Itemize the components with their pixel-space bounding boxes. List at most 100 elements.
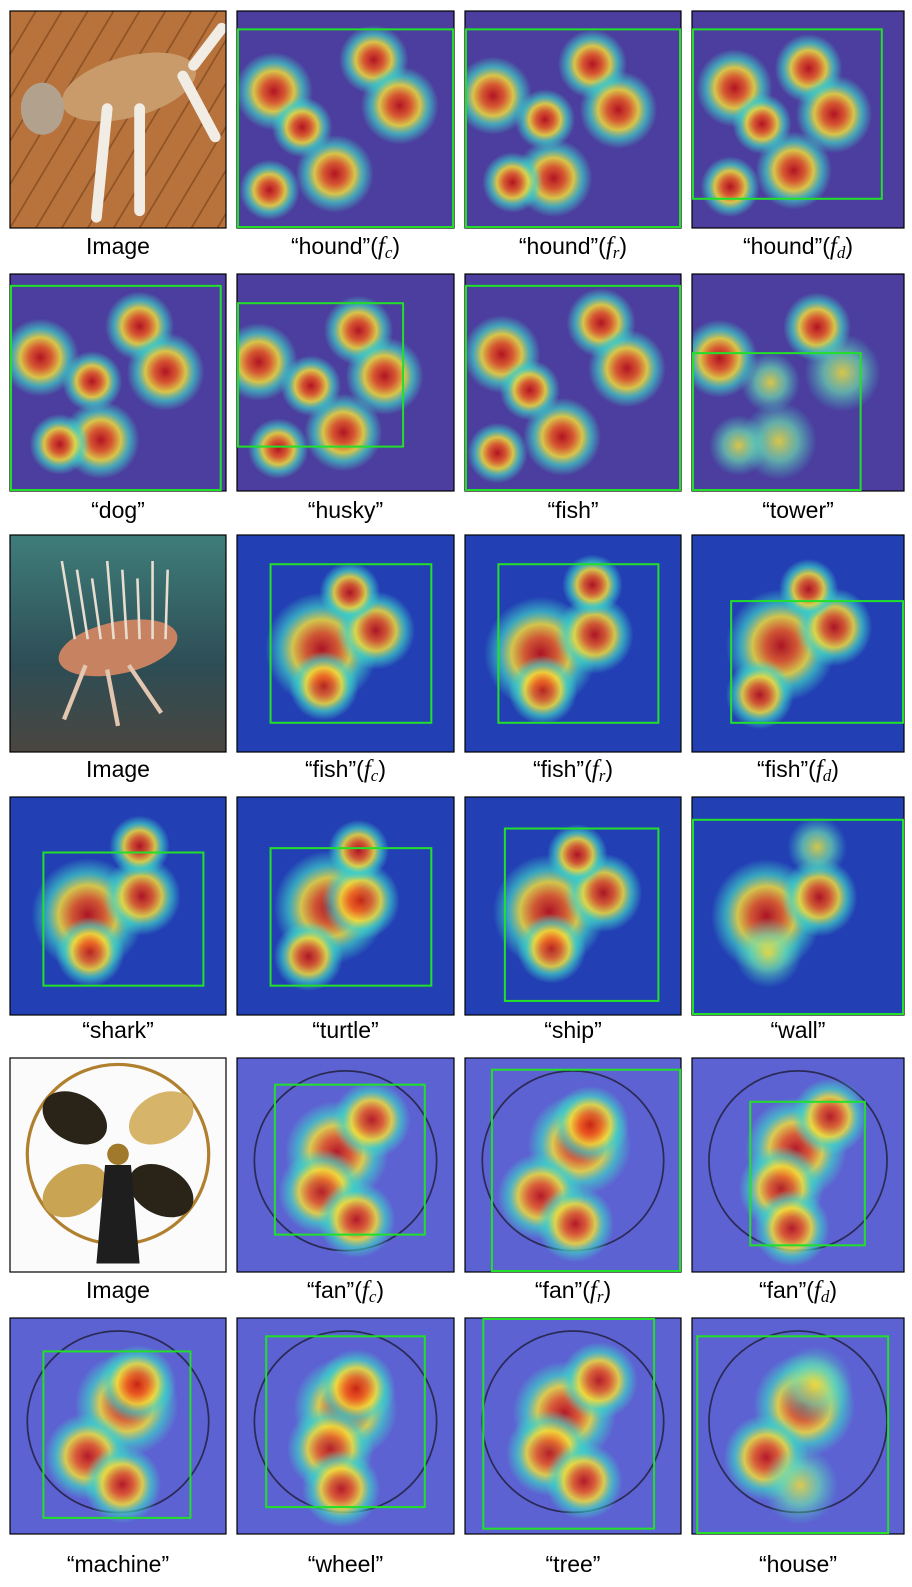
- caption-word: Image: [86, 1277, 150, 1303]
- heat-blob: [319, 562, 380, 623]
- heat-blob: [317, 1349, 395, 1427]
- caption-word: “ship”: [544, 1017, 602, 1043]
- panel-image: [235, 11, 454, 228]
- panel-image: [1, 274, 226, 491]
- panel-image: [454, 11, 681, 228]
- fan-hub: [107, 1144, 129, 1165]
- caption-word: “fan”: [535, 1277, 582, 1303]
- caption: “husky”: [308, 497, 383, 523]
- formula-close: ): [831, 756, 839, 782]
- panel-image: [692, 1318, 904, 1534]
- formula-close: ): [829, 1277, 837, 1303]
- panel-image: [692, 797, 904, 1015]
- caption: “fan”(fc): [307, 1277, 384, 1306]
- heat-blob: [734, 918, 802, 988]
- caption-word: “tower”: [762, 497, 834, 523]
- panel-image: [465, 1318, 681, 1534]
- heat-blob: [777, 1346, 853, 1424]
- formula-close: ): [378, 756, 386, 782]
- heat-blob: [127, 333, 205, 411]
- caption: “shark”: [82, 1017, 154, 1043]
- caption-word: “fish”: [533, 756, 584, 782]
- caption: “fan”(fd): [759, 1277, 837, 1306]
- formula-close: ): [619, 233, 627, 259]
- panel-image: [465, 1058, 681, 1272]
- heat-blob: [579, 71, 657, 149]
- panel-image: [237, 1058, 454, 1272]
- caption-word: “fish”: [547, 497, 598, 523]
- heat-blob: [29, 414, 89, 475]
- heat-blob: [467, 423, 527, 484]
- caption-word: “fish”: [757, 756, 808, 782]
- heat-blob: [726, 660, 794, 729]
- caption-word: “wall”: [771, 1017, 826, 1043]
- panel-image: [10, 1058, 226, 1272]
- caption: Image: [86, 233, 150, 259]
- heat-blob: [517, 914, 586, 984]
- heat-blob: [99, 1345, 177, 1423]
- caption: “machine”: [67, 1551, 169, 1577]
- caption-word: “hound”: [291, 233, 370, 259]
- heat-blob: [482, 152, 542, 213]
- heat-blob: [523, 398, 601, 476]
- heat-blob: [787, 817, 846, 878]
- panel-image: [692, 11, 904, 228]
- heat-blob: [753, 1190, 829, 1267]
- heat-blob: [328, 820, 389, 881]
- heat-blob: [709, 415, 768, 476]
- caption-word: “hound”: [519, 233, 598, 259]
- heat-blob: [83, 1445, 161, 1523]
- caption-word: “wheel”: [308, 1551, 383, 1577]
- caption-word: “fan”: [307, 1277, 354, 1303]
- caption: “wall”: [771, 1017, 826, 1043]
- caption: “turtle”: [312, 1017, 378, 1043]
- panel-image: [681, 274, 904, 491]
- formula-close: ): [392, 233, 400, 259]
- caption: “fish”: [547, 497, 598, 523]
- panel-image: [10, 535, 226, 752]
- caption-word: “fan”: [759, 1277, 806, 1303]
- caption: “dog”: [91, 497, 145, 523]
- panel-image: [692, 535, 904, 752]
- panel-image: [465, 535, 681, 752]
- caption-word: “husky”: [308, 497, 383, 523]
- dog-head: [21, 83, 64, 135]
- heat-blob: [536, 1185, 614, 1262]
- caption: Image: [86, 756, 150, 782]
- heat-blob: [700, 156, 759, 217]
- heat-blob: [248, 418, 309, 479]
- caption-word: Image: [86, 233, 150, 259]
- caption: “fish”(fc): [305, 756, 386, 785]
- caption-word: “fish”: [305, 756, 356, 782]
- heat-blob: [302, 1450, 380, 1528]
- caption: “tree”: [546, 1551, 601, 1577]
- heat-blob: [551, 1086, 629, 1163]
- heat-blob: [109, 816, 169, 877]
- caption: “ship”: [544, 1017, 602, 1043]
- heat-blob: [317, 1181, 395, 1258]
- caption: “house”: [759, 1551, 837, 1577]
- heat-blob: [274, 921, 343, 991]
- heat-blob: [779, 559, 838, 620]
- heat-blob: [547, 824, 607, 885]
- figure: Image“hound”(fc)“hound”(fr)“hound”(fd)“d…: [0, 0, 912, 1587]
- panel-image: [220, 274, 454, 491]
- heat-blob: [289, 651, 358, 720]
- heat-blob: [239, 160, 300, 221]
- panel-image: [237, 1318, 454, 1534]
- caption: “fish”(fr): [533, 756, 613, 785]
- heat-blob: [792, 1078, 868, 1155]
- formula-close: ): [603, 1277, 611, 1303]
- caption-word: Image: [86, 756, 150, 782]
- panel-image: [692, 1058, 904, 1272]
- heat-blob: [508, 655, 577, 724]
- caption: “tower”: [762, 497, 834, 523]
- caption: “fan”(fr): [535, 1277, 611, 1306]
- heat-blob: [804, 334, 880, 412]
- caption: “hound”(fr): [519, 233, 627, 262]
- formula-close: ): [376, 1277, 384, 1303]
- caption-word: “tree”: [546, 1551, 601, 1577]
- caption: “hound”(fd): [743, 233, 853, 262]
- caption-word: “shark”: [82, 1017, 154, 1043]
- heat-blob: [346, 337, 424, 415]
